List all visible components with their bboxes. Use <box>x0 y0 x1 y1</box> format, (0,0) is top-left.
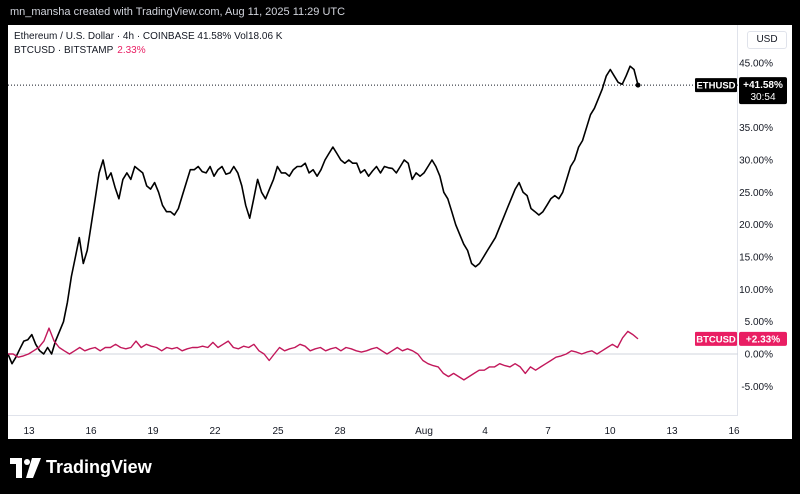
y-tick-label: 10.00% <box>739 285 773 296</box>
eth-series-label-bg <box>695 78 737 93</box>
eth-series-label: ETHUSD <box>696 81 735 92</box>
x-tick-label: 13 <box>23 426 35 437</box>
x-tick-label: 13 <box>666 426 678 437</box>
legend-main: Ethereum / U.S. Dollar · 4h · COINBASE 4… <box>14 31 283 42</box>
credit-text: mn_mansha created with TradingView.com, … <box>10 6 346 18</box>
chart-panel[interactable]: 45.00% 4 0.00% 35.00% 30.00% 25.00% 20.00% 15.0… <box>8 25 792 439</box>
legend-compare-symbol: BTCUSD · BITSTAMP <box>14 45 114 56</box>
currency-button[interactable]: USD <box>747 31 787 49</box>
x-tick-label: Aug <box>415 426 433 437</box>
y-tick-label: 15.00% <box>739 253 773 264</box>
x-tick-label: 28 <box>334 426 346 437</box>
btc-series-label-bg <box>695 331 737 346</box>
plot-area[interactable] <box>8 25 738 416</box>
y-tick-label: 25.00% <box>739 188 773 199</box>
legend-compare-value: 2.33% <box>117 45 146 56</box>
x-tick-label: 22 <box>209 426 221 437</box>
x-tick-label: 7 <box>545 426 551 437</box>
eth-value-label: +41.58% <box>743 80 783 91</box>
eth-line[interactable] <box>8 65 639 365</box>
eth-last-point <box>635 82 641 88</box>
tradingview-logo-icon <box>10 457 41 478</box>
eth-countdown-label: 30:54 <box>750 92 775 103</box>
y-tick-label: 30.00% <box>739 156 773 167</box>
btc-value-badge <box>739 331 787 346</box>
price-chart[interactable]: 45.00% 4 0.00% 35.00% 30.00% 25.00% 20.00% 15.0… <box>8 25 792 439</box>
y-tick-label: 35.00% <box>739 123 773 134</box>
y-tick-label: 45.00% <box>739 59 773 70</box>
x-tick-label: 4 <box>482 426 488 437</box>
x-tick-label: 10 <box>604 426 616 437</box>
x-tick-label: 16 <box>728 426 740 437</box>
x-tick-label: 16 <box>85 426 97 437</box>
eth-value-badge <box>739 77 787 105</box>
y-tick-label: 0.00% <box>745 350 773 361</box>
y-tick-label: -5.00% <box>741 382 773 393</box>
y-tick-label: 5.00% <box>745 317 773 328</box>
tradingview-brand: TradingView <box>10 457 152 478</box>
btc-line[interactable] <box>8 327 639 381</box>
x-tick-label: 25 <box>272 426 284 437</box>
top-bar: mn_mansha created with TradingView.com, … <box>0 0 800 26</box>
btc-value-label: +2.33% <box>746 334 780 345</box>
legend-compare: BTCUSD · BITSTAMP 2.33% <box>14 45 146 56</box>
btc-series-label: BTCUSD <box>696 334 736 345</box>
brand-text: TradingView <box>46 457 152 477</box>
x-tick-label: 19 <box>147 426 159 437</box>
y-tick-label: 20.00% <box>739 220 773 231</box>
